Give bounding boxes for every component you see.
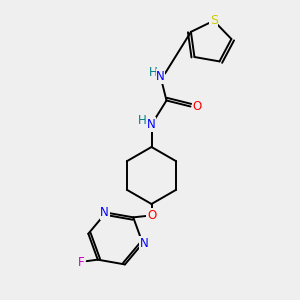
Text: N: N <box>100 206 109 219</box>
Text: N: N <box>156 70 165 83</box>
Text: N: N <box>140 237 148 250</box>
Text: N: N <box>147 118 156 131</box>
Text: S: S <box>210 14 218 27</box>
Text: O: O <box>147 209 156 222</box>
Text: H: H <box>138 114 147 128</box>
Text: O: O <box>193 100 202 113</box>
Text: H: H <box>148 66 158 80</box>
Text: F: F <box>78 256 85 269</box>
